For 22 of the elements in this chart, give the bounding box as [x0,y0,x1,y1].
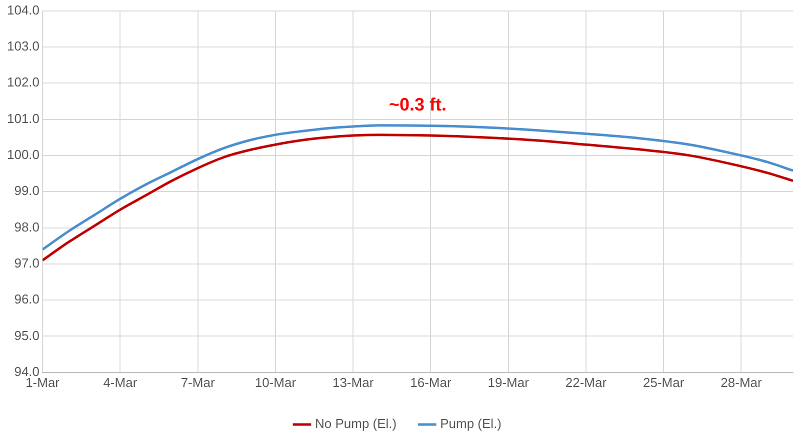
y-tick-label: 100.0 [6,147,40,162]
y-tick-label: 103.0 [6,38,40,54]
x-tick-label: 13-Mar [332,374,374,390]
legend-label: Pump (El.) [440,416,502,432]
x-tick-label: 7-Mar [180,374,216,390]
annotation: ~0.3 ft. [389,94,447,114]
y-tick-label: 97.0 [14,256,40,270]
y-tick-label: 102.0 [6,74,40,90]
x-tick-label: 10-Mar [254,374,297,390]
y-tick-label: 96.0 [14,292,40,307]
x-tick-label: 19-Mar [488,374,530,390]
y-tick-label: 95.0 [14,328,40,343]
x-tick-label: 16-Mar [410,374,452,390]
x-tick-label: 25-Mar [643,374,685,390]
y-tick-label: 99.0 [14,183,40,198]
y-tick-label: 101.0 [6,110,40,126]
x-tick-label: 4-Mar [103,374,138,390]
y-tick-label: 104.0 [6,2,40,18]
y-tick-label: 98.0 [14,219,40,234]
legend-label: No Pump (El.) [314,416,397,432]
x-tick-label: 22-Mar [565,374,608,390]
x-tick-label: 28-Mar [720,374,762,390]
